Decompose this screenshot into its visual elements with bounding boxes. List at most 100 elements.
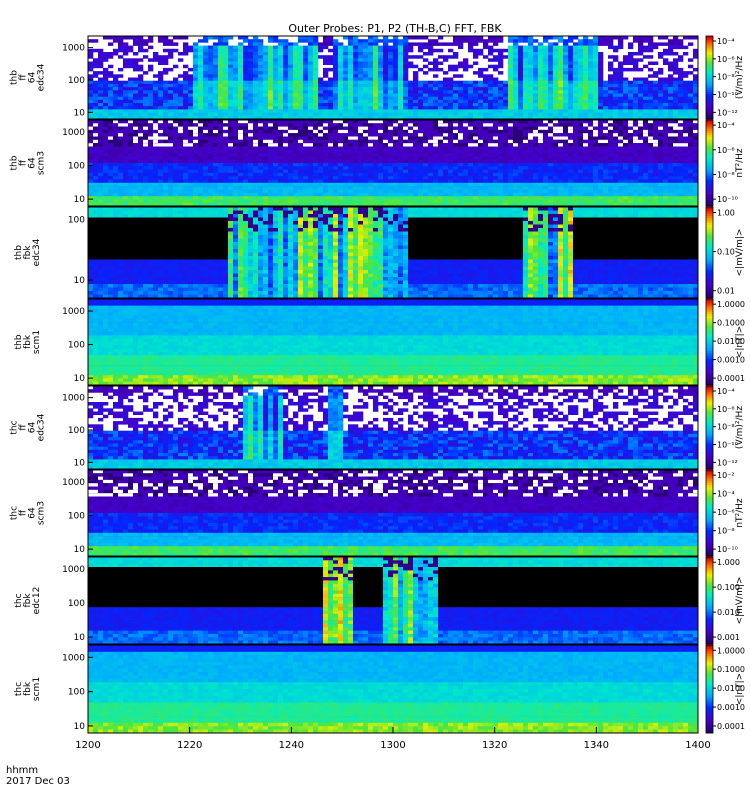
heat-cell	[163, 58, 168, 62]
heat-cell	[548, 74, 553, 78]
heat-cell	[343, 74, 348, 78]
heat-cell	[98, 90, 103, 94]
heat-cell	[488, 65, 493, 69]
heat-cell	[218, 62, 223, 66]
heat-cell	[178, 58, 183, 62]
heat-cell	[303, 84, 308, 88]
heat-cell	[498, 58, 503, 62]
heat-cell	[678, 90, 683, 94]
heat-cell	[513, 49, 518, 53]
heat-cell	[563, 65, 568, 69]
heat-cell	[328, 55, 333, 59]
heat-cell	[403, 36, 408, 40]
heat-cell	[378, 55, 383, 59]
heat-cell	[678, 78, 683, 82]
heat-cell	[648, 39, 653, 43]
heat-cell	[208, 84, 213, 88]
heat-cell	[238, 87, 243, 91]
heat-cell	[308, 71, 313, 75]
heat-cell	[303, 78, 308, 82]
heat-cell	[263, 84, 268, 88]
heat-cell	[438, 94, 443, 98]
heat-cell	[523, 55, 528, 59]
heat-cell	[263, 49, 268, 53]
heat-cell	[123, 81, 128, 85]
spectrogram-row-7	[93, 58, 693, 62]
heat-cell	[683, 74, 688, 78]
heat-cell	[538, 55, 543, 59]
heat-cell	[198, 87, 203, 91]
heat-cell	[138, 36, 143, 40]
heat-cell	[668, 52, 673, 56]
heat-cell	[393, 62, 398, 66]
heat-cell	[388, 62, 393, 66]
heat-cell	[353, 55, 358, 59]
heat-cell	[288, 49, 293, 53]
heat-cell	[653, 71, 658, 75]
heat-cell	[638, 78, 643, 82]
heat-cell	[513, 65, 518, 69]
heat-cell	[613, 46, 618, 50]
heat-cell	[588, 71, 593, 75]
heat-cell	[673, 90, 678, 94]
heat-cell	[413, 55, 418, 59]
heat-cell	[618, 42, 623, 46]
heat-cell	[588, 55, 593, 59]
heat-cell	[298, 74, 303, 78]
heat-cell	[138, 49, 143, 53]
heat-cell	[638, 84, 643, 88]
heat-cell	[443, 87, 448, 91]
heat-cell	[123, 90, 128, 94]
heat-cell	[273, 94, 278, 98]
heat-cell	[553, 81, 558, 85]
heat-cell	[208, 36, 213, 40]
heat-cell	[308, 49, 313, 53]
heat-cell	[668, 49, 673, 53]
heat-cell	[373, 65, 378, 69]
heat-cell	[458, 87, 463, 91]
heat-cell	[228, 74, 233, 78]
heat-cell	[653, 90, 658, 94]
heat-cell	[363, 84, 368, 88]
heat-cell	[298, 71, 303, 75]
heat-cell	[273, 78, 278, 82]
heat-cell	[618, 68, 623, 72]
heat-cell	[408, 62, 413, 66]
heat-cell	[513, 58, 518, 62]
heat-cell	[498, 65, 503, 69]
heat-cell	[198, 74, 203, 78]
heat-cell	[213, 46, 218, 50]
heat-cell	[593, 81, 598, 85]
heat-cell	[528, 36, 533, 40]
heat-cell	[473, 39, 478, 43]
heat-cell	[543, 78, 548, 82]
heat-cell	[293, 49, 298, 53]
heat-cell	[468, 42, 473, 46]
heat-cell	[203, 39, 208, 43]
heat-cell	[373, 52, 378, 56]
heat-cell	[258, 39, 263, 43]
heat-cell	[328, 81, 333, 85]
heat-cell	[403, 55, 408, 59]
heat-cell	[658, 42, 663, 46]
heat-cell	[298, 84, 303, 88]
heat-cell	[353, 36, 358, 40]
heat-cell	[293, 46, 298, 50]
heat-cell	[498, 84, 503, 88]
heat-cell	[433, 65, 438, 69]
heat-cell	[238, 74, 243, 78]
heat-cell	[348, 39, 353, 43]
heat-cell	[443, 84, 448, 88]
heat-cell	[153, 52, 158, 56]
heat-cell	[313, 90, 318, 94]
heat-cell	[508, 74, 513, 78]
heat-cell	[578, 81, 583, 85]
heat-cell	[348, 46, 353, 50]
heat-cell	[428, 46, 433, 50]
heat-cell	[233, 62, 238, 66]
heat-cell	[408, 55, 413, 59]
heat-cell	[478, 39, 483, 43]
heat-cell	[448, 90, 453, 94]
heat-cell	[233, 87, 238, 91]
heat-cell	[218, 58, 223, 62]
